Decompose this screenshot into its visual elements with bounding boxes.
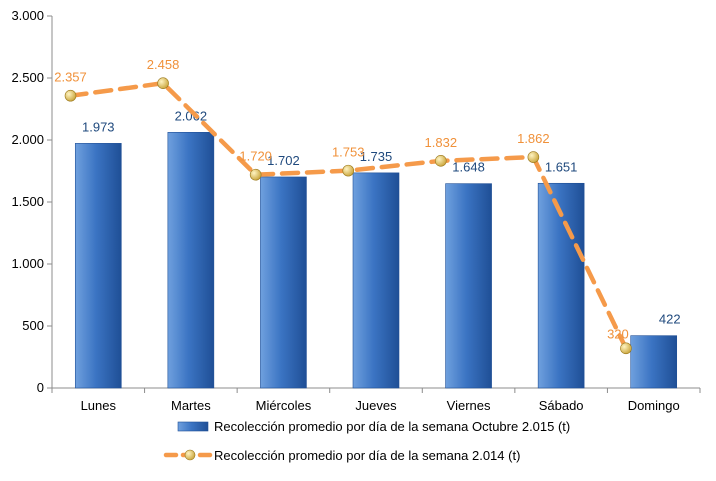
line-marker — [342, 164, 355, 177]
line-data-label: 1.832 — [425, 135, 458, 150]
line-data-label: 320 — [607, 326, 629, 341]
line-marker — [64, 89, 77, 102]
line-marker — [527, 151, 540, 163]
y-tick-label: 1.500 — [11, 194, 44, 209]
x-tick-label: Martes — [171, 398, 211, 413]
line-data-label: 1.753 — [332, 145, 365, 160]
legend-swatch-marker — [184, 449, 196, 461]
y-tick-label: 500 — [22, 318, 44, 333]
line-marker — [157, 77, 169, 90]
bar-data-label: 1.648 — [452, 160, 485, 175]
bar-data-label: 1.702 — [267, 153, 300, 168]
bar — [260, 176, 307, 389]
x-tick-label: Lunes — [81, 398, 117, 413]
bar — [352, 172, 400, 389]
bar-series — [74, 132, 678, 389]
line-marker — [249, 168, 262, 181]
line-data-label: 1.720 — [239, 149, 272, 164]
bar-data-label: 2.062 — [175, 108, 208, 123]
y-tick-label: 2.500 — [11, 70, 44, 85]
bar-data-label: 1.973 — [82, 119, 115, 134]
legend-item-line: Recolección promedio por día de la seman… — [163, 448, 520, 463]
bar — [74, 143, 122, 389]
x-axis: Lunes Martes Miércoles Jueves Viernes Sábado D… — [51, 387, 701, 413]
line-data-label: 1.862 — [517, 131, 550, 146]
bar-data-label: 422 — [659, 312, 681, 327]
bar — [445, 183, 492, 389]
y-tick-label: 0 — [37, 380, 44, 395]
line-data-label: 2.458 — [147, 57, 180, 72]
bar-data-labels: 1.973 2.062 1.702 1.735 1.648 1.651 422 — [82, 108, 681, 326]
y-tick-label: 2.000 — [11, 132, 44, 147]
legend-item-bar: Recolección promedio por día de la seman… — [177, 419, 570, 434]
line-series — [64, 77, 632, 355]
x-tick-label: Miércoles — [256, 398, 312, 413]
x-tick-label: Jueves — [355, 398, 397, 413]
x-tick-label: Sábado — [539, 398, 584, 413]
bar-data-label: 1.735 — [360, 149, 393, 164]
x-tick-label: Domingo — [628, 398, 680, 413]
y-axis: 0 500 1.000 1.500 2.000 2.500 3.000 — [11, 8, 53, 395]
bar — [537, 182, 585, 389]
x-tick-label: Viernes — [447, 398, 491, 413]
line-data-label: 2.357 — [54, 70, 87, 85]
legend: Recolección promedio por día de la seman… — [163, 419, 570, 463]
y-tick-label: 3.000 — [11, 8, 44, 23]
line-marker — [620, 342, 632, 355]
legend-label: Recolección promedio por día de la seman… — [214, 448, 520, 463]
bar — [167, 132, 215, 389]
bar-data-label: 1.651 — [545, 159, 578, 174]
line-data-labels: 2.357 2.458 1.720 1.753 1.832 1.862 320 — [54, 57, 629, 341]
line-marker — [434, 155, 447, 167]
bar — [630, 335, 678, 389]
legend-swatch-bar — [177, 421, 209, 432]
legend-label: Recolección promedio por día de la seman… — [214, 419, 570, 434]
y-tick-label: 1.000 — [11, 256, 44, 271]
